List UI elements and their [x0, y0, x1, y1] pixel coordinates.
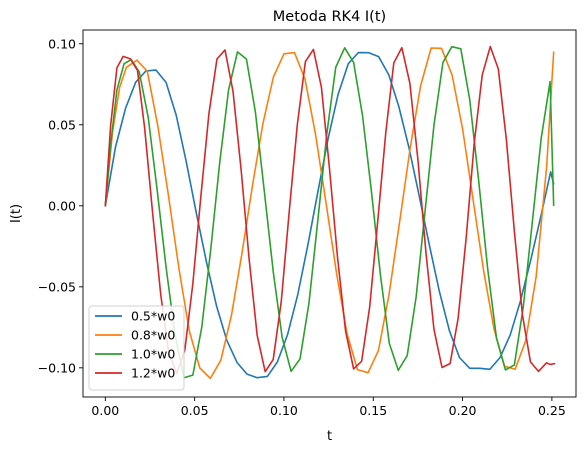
series-line-1 [104, 51, 555, 379]
y-axis-label: I(t) [9, 204, 24, 223]
x-tick-label: 0.05 [181, 403, 209, 418]
y-tick-label: 0.05 [48, 117, 76, 132]
y-tick-label: 0.00 [48, 198, 76, 213]
x-tick-label: 0.00 [91, 403, 119, 418]
chart-title: Metoda RK4 I(t) [273, 9, 386, 25]
y-tick-label: −0.10 [38, 360, 76, 375]
y-tick-label: 0.10 [48, 36, 76, 51]
plot-frame [82, 29, 577, 398]
legend-label: 1.2*w0 [131, 366, 175, 381]
legend-box [88, 305, 185, 391]
legend-label: 0.8*w0 [131, 328, 175, 343]
x-axis-label: t [327, 429, 332, 444]
legend-label: 0.5*w0 [131, 309, 175, 324]
x-tick-label: 0.20 [449, 403, 477, 418]
y-tick-label: −0.05 [38, 279, 76, 294]
y-axis: −0.10 −0.05 0.00 0.05 0.10 [38, 36, 83, 375]
series-line-2 [104, 47, 555, 380]
x-tick-label: 0.10 [270, 403, 298, 418]
x-tick-label: 0.15 [359, 403, 387, 418]
x-axis: 0.00 0.05 0.10 0.15 0.20 0.25 [91, 397, 566, 418]
legend: 0.5*w0 0.8*w0 1.0*w0 1.2*w0 [88, 305, 185, 391]
legend-label: 1.0*w0 [131, 347, 175, 362]
x-tick-label: 0.25 [538, 403, 566, 418]
